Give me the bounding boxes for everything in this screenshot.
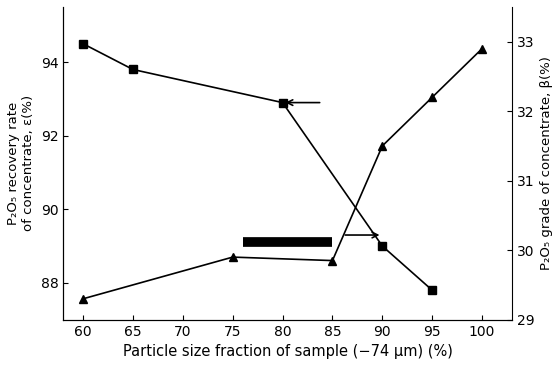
Y-axis label: P₂O₅ recovery rate
of concentrate, ε(%): P₂O₅ recovery rate of concentrate, ε(%) <box>7 95 35 231</box>
X-axis label: Particle size fraction of sample (−74 μm) (%): Particle size fraction of sample (−74 μm… <box>123 344 452 359</box>
Y-axis label: P₂O₅ grade of concentrate, β(%): P₂O₅ grade of concentrate, β(%) <box>540 56 553 270</box>
